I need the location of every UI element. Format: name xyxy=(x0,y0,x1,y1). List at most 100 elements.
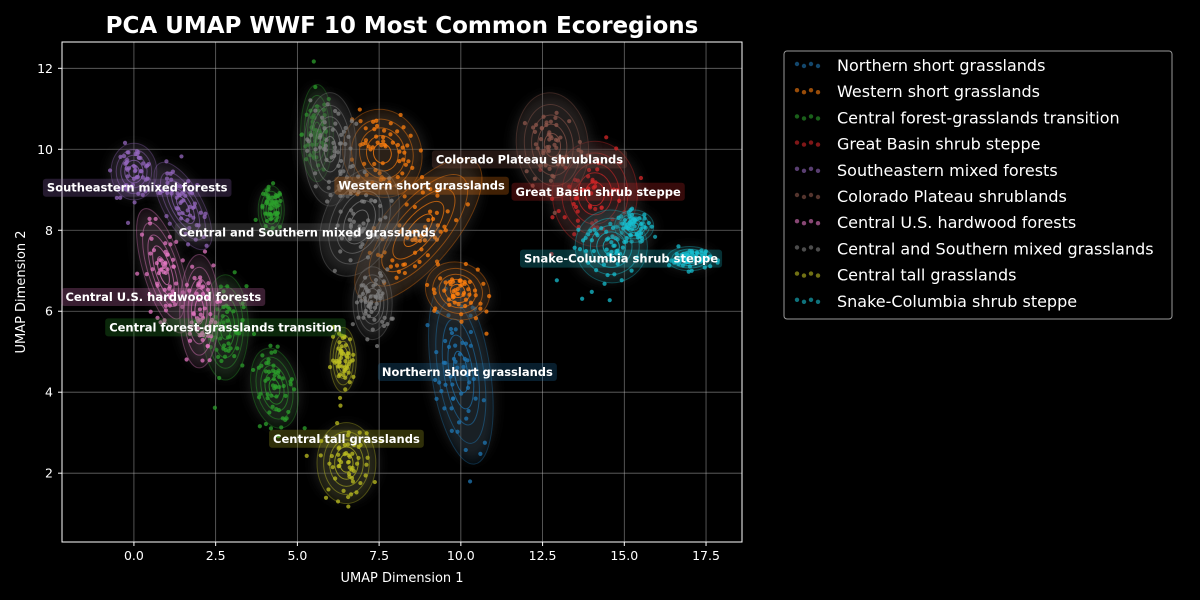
series-group xyxy=(554,206,721,303)
data-point xyxy=(397,149,402,154)
data-point xyxy=(277,224,283,229)
x-tick-label: 12.5 xyxy=(529,548,557,563)
data-point xyxy=(240,301,245,306)
data-point xyxy=(481,398,486,403)
legend-label: Central and Southern mixed grasslands xyxy=(837,239,1154,258)
x-tick-label: 2.5 xyxy=(206,548,226,563)
data-point xyxy=(620,245,625,250)
data-point xyxy=(463,447,468,453)
series-group xyxy=(304,325,384,509)
data-point xyxy=(581,238,586,243)
density-contour xyxy=(160,171,206,241)
data-point xyxy=(385,267,390,272)
data-point xyxy=(443,228,448,233)
data-point xyxy=(168,242,173,247)
data-point xyxy=(585,153,591,158)
data-point xyxy=(200,358,205,363)
legend-marker xyxy=(801,299,807,304)
density-contour xyxy=(343,200,376,245)
data-point xyxy=(464,372,469,377)
legend-marker xyxy=(801,142,807,147)
data-point xyxy=(179,154,184,159)
data-point xyxy=(167,303,173,308)
data-point xyxy=(595,157,600,163)
legend-marker xyxy=(808,114,814,119)
data-point xyxy=(372,305,378,310)
data-point xyxy=(195,283,201,288)
data-point xyxy=(538,137,544,142)
cluster-label: Great Basin shrub steppe xyxy=(511,182,685,201)
data-point xyxy=(187,213,193,218)
data-point xyxy=(135,271,140,276)
data-point xyxy=(389,316,394,321)
data-point xyxy=(388,132,393,137)
data-point xyxy=(614,249,619,254)
data-point xyxy=(382,142,387,148)
density-contour xyxy=(543,132,562,158)
legend-marker xyxy=(794,192,800,198)
data-point xyxy=(550,196,555,201)
data-point xyxy=(126,150,131,155)
legend-label: Southeastern mixed forests xyxy=(837,161,1058,180)
data-point xyxy=(589,238,594,243)
cluster-label-text: Western short grasslands xyxy=(338,179,505,193)
legend-marker xyxy=(794,245,800,250)
data-point xyxy=(629,227,635,232)
x-axis-ticks: 0.0 2.5 5.0 7.5 10.0 12.5 15.0 17.5 xyxy=(124,542,720,563)
data-point xyxy=(608,221,613,226)
data-point xyxy=(201,234,206,240)
data-point xyxy=(594,268,599,273)
data-point xyxy=(550,215,555,220)
data-point xyxy=(186,178,191,184)
data-point xyxy=(571,201,576,207)
data-point xyxy=(337,340,342,345)
data-point xyxy=(625,222,630,227)
data-point xyxy=(266,357,271,362)
data-point xyxy=(350,322,355,327)
data-point xyxy=(302,426,307,431)
data-point xyxy=(351,442,357,448)
data-point xyxy=(573,204,579,210)
legend-marker xyxy=(794,166,800,171)
data-point xyxy=(552,142,557,147)
data-point xyxy=(434,237,440,242)
data-point xyxy=(275,344,280,349)
data-point xyxy=(360,242,365,247)
data-point xyxy=(335,223,340,228)
data-point xyxy=(456,420,462,425)
data-point xyxy=(422,224,428,229)
data-point xyxy=(202,214,207,220)
data-point xyxy=(218,336,223,341)
data-point xyxy=(346,370,351,375)
data-point xyxy=(313,147,318,152)
density-contour xyxy=(336,190,383,254)
data-point xyxy=(676,244,681,249)
legend-item: Central forest-grasslands transition xyxy=(794,108,1120,127)
data-point xyxy=(366,229,372,234)
data-point xyxy=(548,178,554,183)
data-point xyxy=(382,315,387,321)
data-point xyxy=(326,185,331,190)
data-point xyxy=(353,233,358,239)
data-point xyxy=(703,250,708,255)
data-point xyxy=(452,300,457,305)
data-point xyxy=(304,453,309,458)
data-point xyxy=(338,348,343,353)
data-point xyxy=(425,323,430,328)
data-point xyxy=(139,232,145,237)
legend-marker xyxy=(808,166,814,171)
density-contour xyxy=(165,180,201,232)
data-point xyxy=(478,301,483,306)
data-point xyxy=(165,267,170,272)
data-point xyxy=(617,198,622,203)
x-tick-label: 17.5 xyxy=(692,548,720,563)
data-point xyxy=(207,358,212,363)
data-point xyxy=(593,206,598,212)
density-shadow xyxy=(328,329,358,391)
data-point xyxy=(453,343,458,348)
data-point xyxy=(592,227,597,232)
data-point xyxy=(346,134,351,139)
data-point xyxy=(330,127,335,132)
data-point xyxy=(269,393,274,398)
data-point xyxy=(323,495,329,500)
